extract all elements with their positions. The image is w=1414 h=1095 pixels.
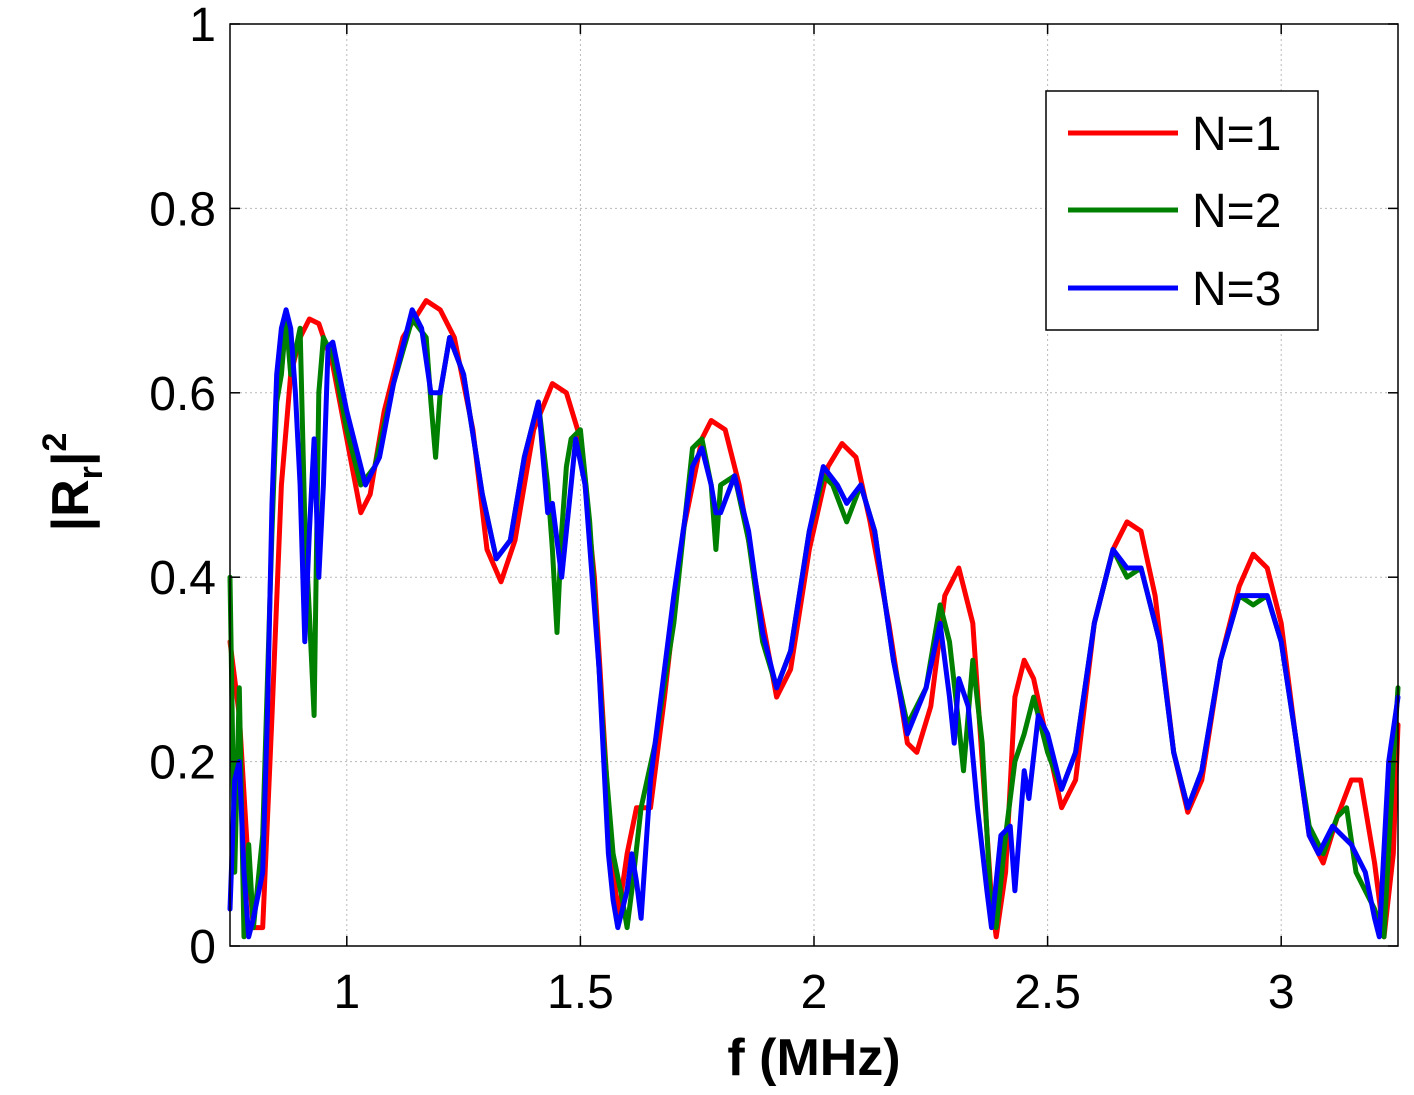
legend-label-n3: N=3 [1192,263,1281,316]
y-tick-label: 0 [189,921,216,974]
x-tick-label: 2 [801,966,828,1019]
y-axis-label: |Rr|2 [36,433,110,532]
grid-lines [230,23,1398,947]
x-tick-label: 1 [333,966,360,1019]
y-axis-label-superscript: 2 [36,433,74,452]
y-tick-label: 0.6 [149,368,216,421]
legend-label-n1: N=1 [1192,108,1281,161]
axis-ticks: 1 1.5 2 2.5 3 0 0.2 0.4 0.6 0.8 1 [149,0,1398,1019]
y-tick-label: 1 [189,0,216,52]
y-axis-label-base: |R [42,479,100,531]
legend: N=1 N=2 N=3 [1045,90,1319,331]
y-axis-label-tail: | [42,452,100,467]
y-tick-label: 0.8 [149,183,216,236]
y-axis-label-subscript: r [72,466,110,479]
series-line-n3 [227,307,1401,940]
x-axis-label: f (MHz) [727,1029,900,1087]
series-layer [227,298,1401,940]
x-tick-label: 1.5 [547,966,614,1019]
y-tick-label: 0.2 [149,737,216,790]
legend-label-n2: N=2 [1192,185,1281,238]
y-tick-label: 0.4 [149,552,216,605]
x-tick-label: 3 [1268,966,1295,1019]
x-tick-label: 2.5 [1014,966,1081,1019]
